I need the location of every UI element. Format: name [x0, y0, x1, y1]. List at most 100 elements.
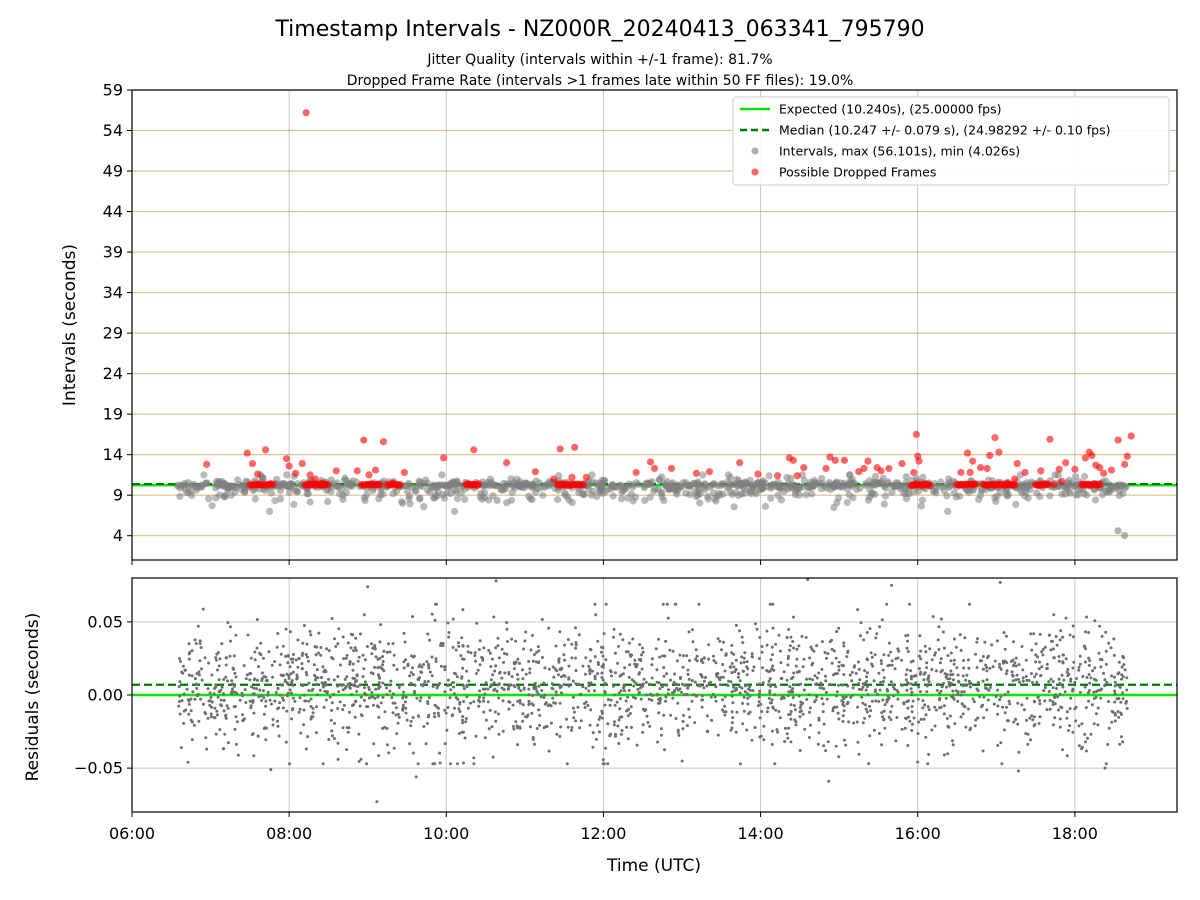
residual-point — [1113, 719, 1117, 723]
residual-point — [641, 646, 644, 650]
residual-point — [1031, 680, 1034, 684]
residual-point — [381, 695, 385, 699]
residual-point — [472, 700, 476, 704]
residual-point — [526, 713, 530, 717]
residual-point — [761, 681, 765, 685]
residual-point — [963, 636, 967, 640]
interval-point — [533, 485, 541, 493]
residual-point — [359, 632, 362, 636]
residual-point — [937, 625, 941, 629]
residual-point — [597, 662, 600, 666]
residual-point — [699, 659, 703, 663]
residual-point — [1049, 677, 1053, 681]
residual-point — [275, 645, 279, 649]
residual-point — [669, 713, 672, 717]
residual-point — [405, 718, 409, 722]
residual-point — [707, 643, 711, 647]
residual-point — [792, 704, 796, 707]
residual-point — [251, 699, 255, 702]
residual-point — [613, 703, 617, 707]
residual-point — [505, 627, 509, 631]
residual-point — [377, 715, 381, 719]
residual-point — [558, 734, 562, 738]
dropped-frame-point — [1088, 451, 1096, 460]
interval-point — [879, 474, 887, 482]
residual-point — [1084, 660, 1087, 664]
residual-point — [537, 649, 541, 653]
residual-point — [377, 754, 381, 758]
residual-point — [817, 671, 821, 675]
residual-point — [507, 672, 511, 676]
residual-point — [864, 688, 868, 692]
residual-point — [464, 717, 468, 720]
residual-point — [1104, 630, 1108, 634]
residual-point — [758, 716, 762, 720]
interval-point — [1004, 492, 1012, 500]
residual-point — [635, 663, 639, 666]
residual-point — [686, 724, 689, 728]
residual-point — [343, 686, 347, 690]
interval-point — [699, 471, 707, 479]
residual-point — [617, 742, 621, 745]
residual-point — [482, 699, 486, 703]
residual-point — [924, 713, 928, 717]
residual-point — [738, 629, 742, 633]
residual-point — [882, 653, 886, 657]
interval-point — [730, 503, 738, 511]
residual-point — [1058, 725, 1062, 729]
residual-point — [835, 630, 839, 633]
residual-point — [985, 678, 989, 682]
interval-point — [233, 483, 241, 491]
residual-point — [262, 727, 266, 730]
residual-point — [1003, 693, 1007, 696]
residual-point — [370, 652, 374, 656]
residual-point — [500, 676, 504, 680]
intervals-y-tick-label: 44 — [103, 202, 123, 221]
dropped-frame-point — [371, 466, 380, 474]
residual-point — [483, 736, 487, 740]
residual-point — [964, 725, 968, 729]
residual-point — [223, 732, 227, 736]
residual-point — [700, 674, 704, 678]
residual-point — [278, 701, 282, 705]
residual-point — [927, 708, 931, 712]
residual-point — [641, 723, 645, 727]
residual-point — [774, 685, 778, 689]
residual-point — [830, 661, 834, 665]
residual-point — [1087, 699, 1091, 703]
interval-point — [422, 476, 430, 484]
residual-point — [587, 689, 591, 693]
residual-point — [988, 686, 992, 689]
residual-point — [910, 722, 914, 726]
residual-point — [1084, 749, 1088, 753]
residual-point — [330, 734, 334, 738]
residual-point — [809, 723, 812, 727]
residual-point — [967, 666, 971, 670]
residual-point — [265, 679, 269, 682]
dropped-frame-point — [579, 481, 588, 489]
residual-point — [996, 704, 1000, 708]
residual-point — [307, 659, 310, 663]
residual-point — [785, 636, 789, 639]
residual-point — [510, 637, 514, 641]
dropped-frame-point — [556, 445, 564, 453]
residual-point — [1092, 697, 1096, 700]
residual-point — [457, 641, 461, 645]
residual-point — [841, 714, 845, 718]
residuals-points — [177, 577, 1129, 804]
residual-point — [373, 665, 377, 669]
interval-point — [666, 483, 674, 491]
residual-point — [586, 703, 590, 707]
residual-point — [408, 674, 412, 678]
residual-point — [792, 646, 796, 650]
residual-point — [866, 693, 870, 697]
residual-point — [693, 721, 697, 725]
interval-point — [761, 502, 770, 510]
residual-point — [863, 669, 867, 673]
residual-point — [466, 706, 470, 710]
residual-point — [401, 683, 405, 687]
residual-point — [353, 715, 357, 719]
residual-point — [791, 687, 795, 691]
residual-point — [1015, 673, 1019, 677]
residual-point — [337, 690, 341, 694]
